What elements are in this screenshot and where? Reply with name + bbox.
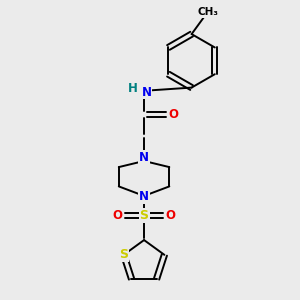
Text: O: O <box>169 108 179 121</box>
Text: CH₃: CH₃ <box>197 7 218 17</box>
Text: S: S <box>119 248 128 261</box>
Text: O: O <box>166 209 176 222</box>
Text: H: H <box>128 82 138 95</box>
Text: N: N <box>141 85 152 98</box>
Text: N: N <box>139 190 149 202</box>
Text: S: S <box>140 209 148 222</box>
Text: O: O <box>112 209 122 222</box>
Text: N: N <box>139 151 149 164</box>
